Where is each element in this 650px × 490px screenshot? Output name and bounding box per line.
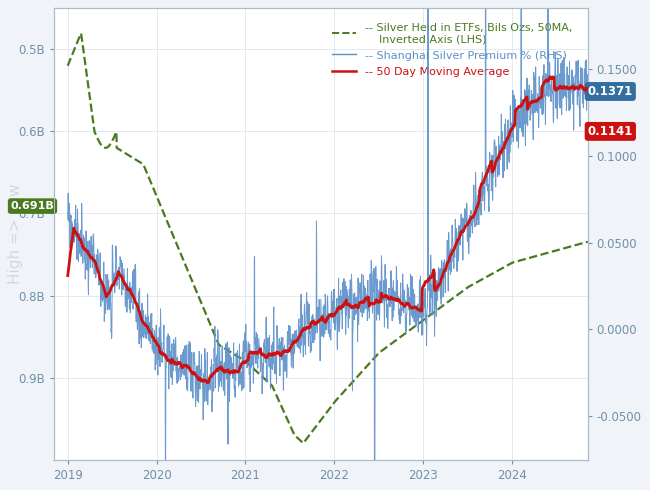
Text: 0.1371: 0.1371	[588, 85, 633, 98]
Y-axis label: High => Low: High => Low	[8, 184, 23, 284]
Legend: -- Silver Held in ETFs, Bils Ozs, 50MA,
    Inverted Axis (LHS), -- Shanghai Sil: -- Silver Held in ETFs, Bils Ozs, 50MA, …	[327, 19, 577, 81]
Text: 0.1141: 0.1141	[588, 125, 633, 138]
Text: 0.691B: 0.691B	[10, 201, 55, 211]
